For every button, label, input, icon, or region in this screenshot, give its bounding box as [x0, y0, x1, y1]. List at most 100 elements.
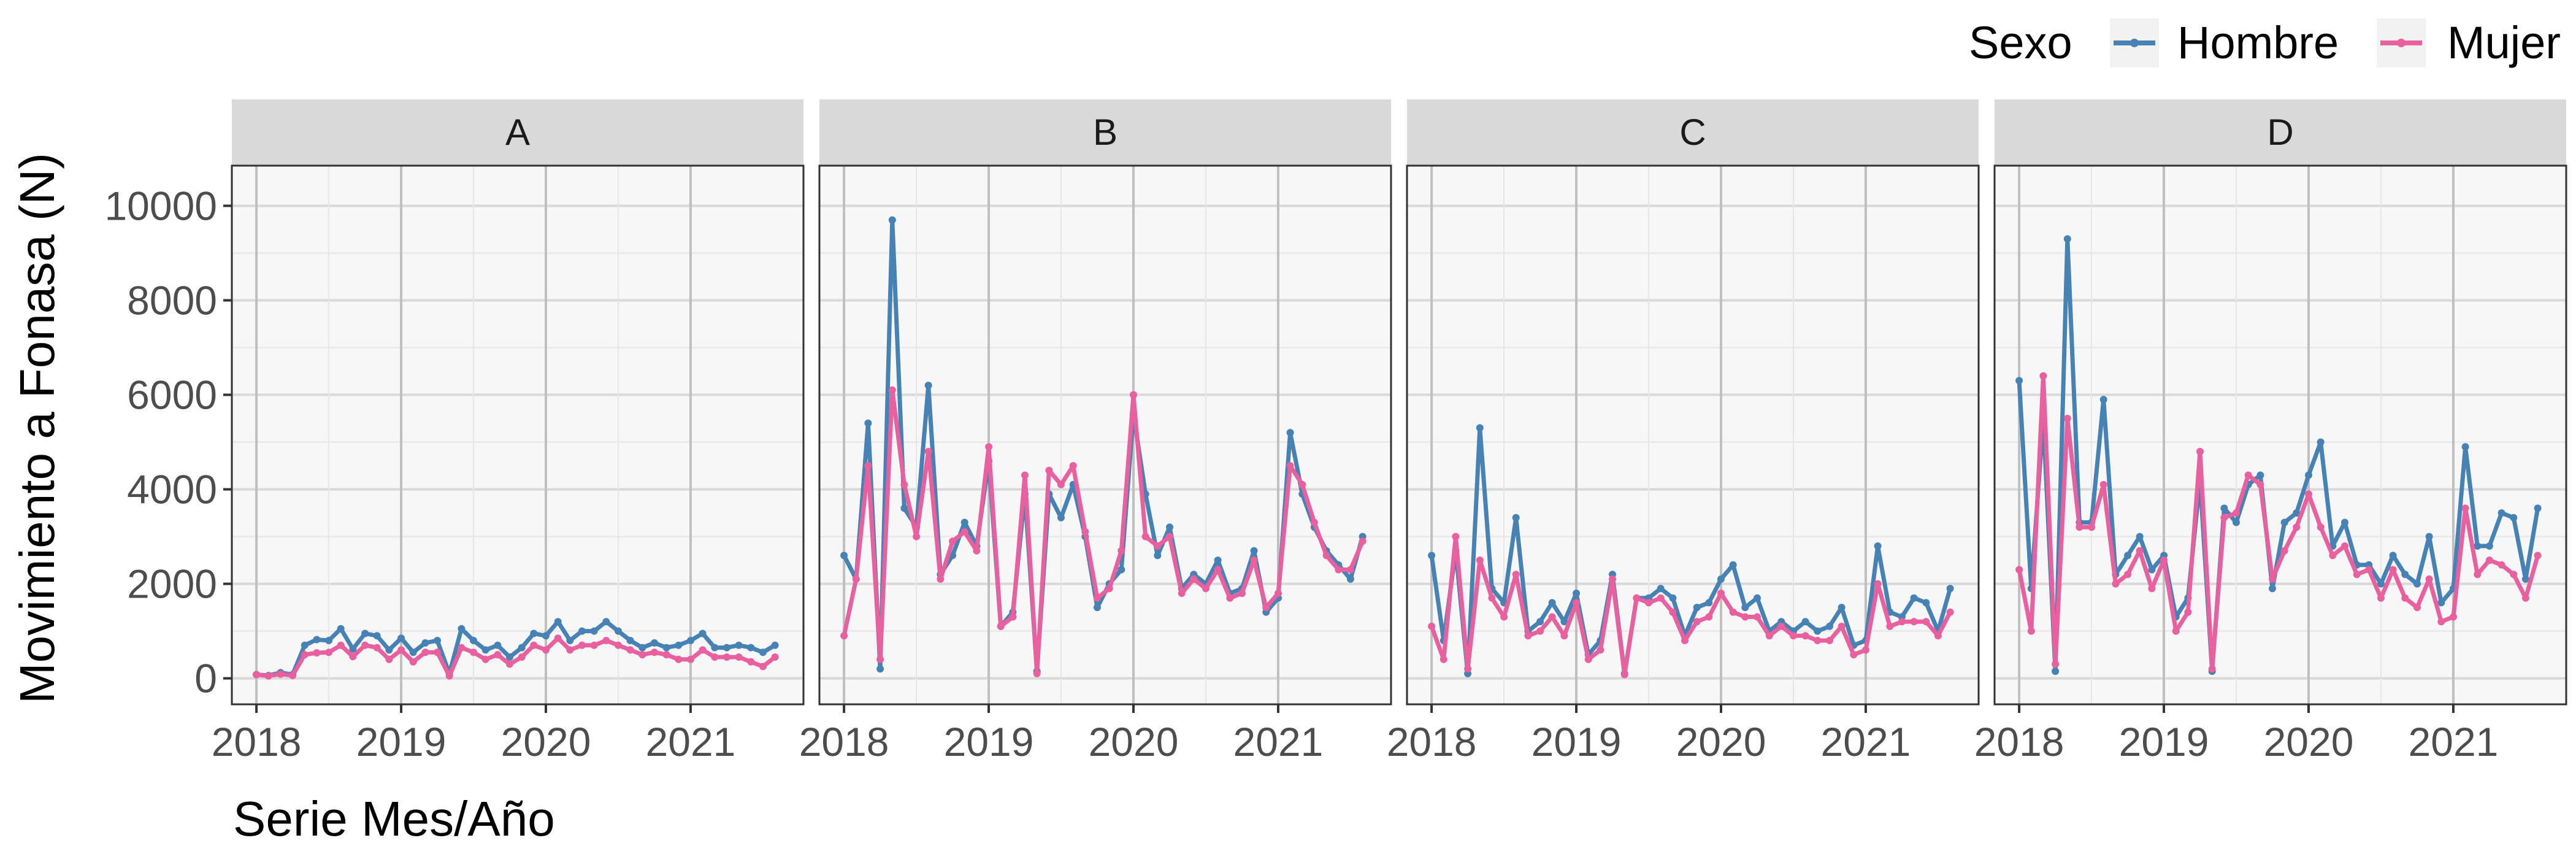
legend-point-hombre [2130, 39, 2139, 47]
panel-b: B 2018 2019 2020 2021 [799, 99, 1392, 764]
data-point-mujer [2172, 627, 2180, 635]
data-point-mujer [711, 653, 719, 661]
panel-title-b: B [1093, 112, 1117, 153]
data-point-hombre [530, 629, 538, 637]
data-point-hombre [711, 644, 719, 652]
data-point-hombre [1814, 627, 1822, 635]
panel-border-d [1993, 164, 2567, 706]
x-tick-label: 2019 [944, 719, 1034, 764]
data-point-hombre [2497, 509, 2505, 517]
legend-item-hombre: Hombre [2110, 17, 2339, 68]
data-point-mujer [1910, 618, 1918, 626]
data-point-hombre [1428, 552, 1436, 560]
data-point-mujer [2184, 608, 2192, 616]
data-point-mujer [409, 658, 417, 666]
x-axis-title: Serie Mes/Año [233, 791, 555, 846]
data-point-mujer [1573, 599, 1581, 607]
data-point-hombre [2099, 396, 2107, 404]
data-point-mujer [2112, 580, 2120, 588]
data-point-mujer [361, 641, 369, 649]
data-point-mujer [458, 644, 466, 652]
x-tick-label: 2020 [501, 719, 591, 764]
data-point-mujer [385, 655, 393, 663]
data-point-mujer [1346, 566, 1354, 574]
data-point-mujer [1597, 646, 1604, 654]
legend-item-mujer: Mujer [2377, 17, 2561, 68]
data-point-mujer [1105, 585, 1113, 593]
data-point-mujer [1335, 566, 1343, 574]
data-point-mujer [675, 655, 683, 663]
data-point-mujer [2450, 613, 2457, 621]
data-point-hombre [2461, 443, 2469, 451]
data-point-mujer [566, 646, 574, 654]
legend-point-mujer [2397, 39, 2405, 47]
data-point-hombre [1754, 594, 1761, 602]
data-point-hombre [2401, 571, 2409, 579]
data-point-hombre [1214, 556, 1222, 564]
x-tick-label: 2019 [1531, 719, 1622, 764]
x-tick-label: 2021 [1233, 719, 1324, 764]
data-point-mujer [1166, 533, 1173, 541]
data-point-hombre [723, 644, 730, 652]
data-point-hombre [518, 644, 526, 652]
data-point-hombre [361, 629, 369, 637]
data-point-hombre [615, 627, 622, 635]
data-point-mujer [1069, 462, 1077, 470]
data-point-hombre [470, 637, 477, 644]
data-point-mujer [840, 632, 848, 640]
data-point-mujer [373, 644, 381, 652]
data-point-hombre [1705, 599, 1713, 607]
data-point-hombre [1476, 424, 1484, 432]
data-point-mujer [2497, 561, 2505, 569]
data-point-mujer [1609, 575, 1616, 583]
panel-d: D 2018 2019 2020 2021 [1974, 99, 2567, 764]
legend: Sexo Hombre Mujer [1969, 17, 2561, 68]
data-point-hombre [2474, 542, 2482, 550]
data-point-hombre [2015, 377, 2023, 385]
data-point-hombre [2437, 599, 2445, 607]
data-point-hombre [747, 644, 755, 652]
data-point-mujer [434, 648, 441, 656]
data-point-mujer [1620, 671, 1628, 679]
data-point-hombre [960, 518, 968, 526]
data-point-hombre [924, 382, 932, 390]
data-point-mujer [949, 537, 957, 545]
data-point-mujer [1717, 590, 1725, 597]
data-point-hombre [542, 632, 550, 640]
data-point-mujer [1130, 391, 1137, 399]
data-point-mujer [1117, 547, 1125, 555]
data-point-mujer [1934, 632, 1942, 640]
y-tick-label: 8000 [127, 278, 217, 323]
data-point-mujer [554, 634, 562, 642]
data-point-mujer [1045, 466, 1053, 474]
data-point-mujer [1633, 594, 1641, 602]
data-point-mujer [638, 651, 646, 659]
data-point-hombre [349, 645, 357, 653]
data-point-mujer [1922, 618, 1930, 626]
data-point-hombre [434, 637, 441, 644]
data-point-hombre [481, 646, 489, 654]
data-point-hombre [2124, 552, 2132, 560]
data-point-mujer [1645, 599, 1652, 607]
data-point-mujer [1669, 608, 1677, 616]
data-point-hombre [675, 641, 683, 649]
data-point-hombre [2389, 552, 2397, 560]
panels-layer: A 2018 2019 2020 2021 0 2000 4000 6000 8000 10000 B… [104, 99, 2567, 764]
grid-c [1407, 166, 1979, 704]
data-point-mujer [1584, 655, 1592, 663]
data-point-mujer [1009, 613, 1017, 621]
data-point-mujer [2461, 504, 2469, 512]
data-point-mujer [397, 646, 405, 654]
data-point-hombre [2485, 542, 2493, 550]
data-point-mujer [1681, 637, 1689, 644]
panel-border-a [231, 164, 805, 706]
data-point-mujer [1262, 604, 1270, 612]
data-point-hombre [506, 653, 513, 661]
x-tick-label: 2021 [2409, 719, 2499, 764]
data-point-mujer [1190, 575, 1198, 583]
data-point-mujer [301, 651, 309, 659]
data-point-hombre [1560, 618, 1568, 626]
panel-border-b [818, 164, 1392, 706]
panel-c: C 2018 2019 2020 2021 [1387, 99, 1980, 764]
